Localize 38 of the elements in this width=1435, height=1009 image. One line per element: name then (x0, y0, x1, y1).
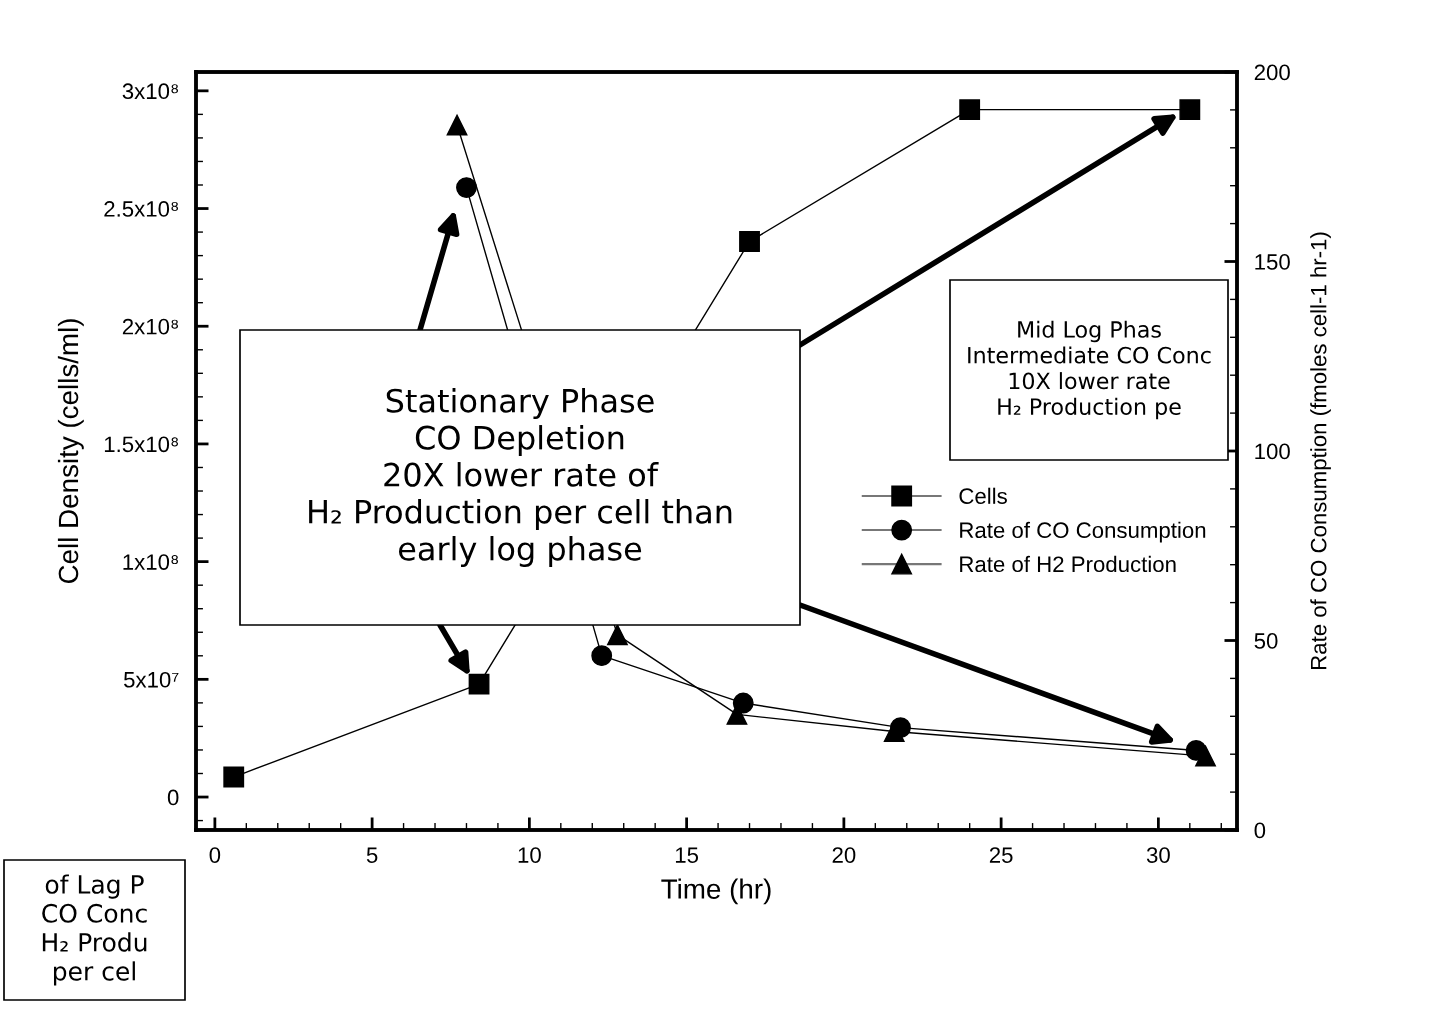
x-tick-label: 25 (989, 847, 1013, 863)
legend-label: Cells (959, 487, 1007, 505)
y2-tick-label: 150 (1255, 254, 1290, 270)
legend-label: Rate of H2 Production (960, 555, 1176, 573)
text: of Lag P CO Conc H₂ Produ per cel (42, 874, 147, 986)
y-tick-label: 3x10⁸ (122, 83, 179, 100)
y2-axis-title: Rate of CO Consumption (fmoles cell-1 hr-1) (1310, 232, 1331, 669)
point (1179, 99, 1201, 121)
y-axis-title: Cell Density (cells/ml) (57, 319, 84, 584)
y-tick-label: 5x10⁷ (124, 671, 179, 688)
point (1195, 745, 1216, 767)
legend-label: Rate of CO Consumption (960, 521, 1206, 543)
x-tick-label: 0 (209, 847, 221, 863)
x-tick-label: 20 (832, 847, 856, 863)
y-tick-label: 0 (167, 789, 179, 806)
x-tick-label: 15 (675, 847, 699, 863)
point (591, 645, 613, 667)
y-tick-label: 1x10⁸ (123, 554, 179, 570)
y-tick-label: 2x10⁸ (122, 318, 179, 335)
point (468, 673, 490, 695)
point (446, 114, 468, 136)
annotation: Stationary Phase CO Depletion 20X lower rate of H₂ Production per cell than early log phase (309, 388, 732, 567)
x-tick-label: 10 (518, 847, 541, 863)
annotation: Mid Log Phas Intermediate CO Conc 10X lower rate H₂ Production pe (968, 320, 1211, 420)
point (959, 99, 981, 121)
y2-tick-label: 200 (1254, 64, 1290, 81)
point (739, 231, 760, 252)
x-tick-label: 5 (366, 847, 378, 863)
point (607, 624, 628, 646)
y2-tick-label: 100 (1255, 443, 1290, 460)
y2-tick-label: 50 (1254, 633, 1278, 649)
point (223, 766, 245, 788)
y-tick-label: 1.5x10⁸ (104, 436, 179, 453)
x-tick-label: 30 (1146, 847, 1170, 863)
x-axis-title: Time (hr) (661, 878, 771, 905)
point (456, 177, 477, 199)
y-tick-label: 2.5x10⁸ (104, 201, 179, 217)
y2-tick-label: 0 (1254, 822, 1266, 839)
